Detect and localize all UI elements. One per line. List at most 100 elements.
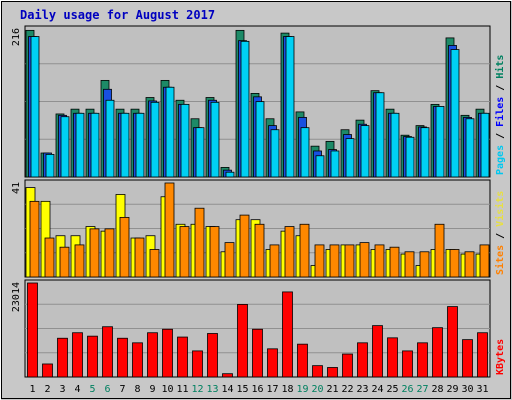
bar-pages (270, 129, 280, 178)
x-tick-label: 25 (386, 384, 398, 395)
legend-entry: Sites (494, 245, 506, 275)
x-tick-label: 27 (416, 384, 428, 395)
bar-sites (209, 226, 220, 278)
x-tick-label: 21 (326, 384, 338, 395)
bar-pages (360, 125, 370, 178)
bar-pages (135, 112, 145, 178)
bar-kbytes (312, 365, 323, 378)
bar-sites (44, 237, 55, 278)
bar-pages (120, 112, 130, 178)
x-tick-label: 22 (341, 384, 353, 395)
bar-pages (105, 99, 115, 178)
bar-sites (269, 244, 280, 278)
bar-sites (254, 223, 265, 278)
x-tick-label: 13 (206, 384, 218, 395)
bar-kbytes (447, 306, 458, 378)
bar-sites (464, 251, 475, 278)
x-tick-label: 8 (134, 384, 140, 395)
bar-kbytes (387, 337, 398, 378)
bar-sites (89, 228, 100, 278)
bar-pages (195, 127, 205, 178)
bar-sites (419, 251, 430, 278)
bar-sites (389, 246, 400, 278)
bar-pages (330, 150, 340, 178)
x-tick-label: 30 (461, 384, 473, 395)
x-tick-label: 20 (311, 384, 323, 395)
bar-pages (60, 116, 70, 178)
bar-pages (390, 112, 400, 178)
y-axis-max-label: 216 (11, 28, 22, 46)
bar-kbytes (372, 325, 383, 378)
bar-kbytes (162, 328, 173, 378)
x-tick-label: 31 (476, 384, 488, 395)
chart-title: Daily usage for August 2017 (20, 8, 215, 22)
bar-pages (210, 101, 220, 178)
bar-pages (300, 127, 310, 178)
x-tick-label: 6 (104, 384, 110, 395)
bar-kbytes (417, 342, 428, 378)
bar-sites (299, 223, 310, 278)
bar-kbytes (327, 367, 338, 378)
bar-pages (255, 101, 265, 178)
bar-sites (119, 216, 130, 278)
bar-sites (344, 244, 355, 278)
bar-pages (180, 103, 190, 178)
bar-sites (359, 242, 370, 278)
x-tick-label: 23 (356, 384, 368, 395)
legend-entry: Files (494, 97, 506, 127)
legend-kbytes: KBytes (495, 339, 506, 375)
bar-kbytes (402, 350, 413, 378)
bar-sites (149, 249, 160, 278)
bar-pages (345, 138, 355, 178)
bar-sites (59, 246, 70, 278)
bar-pages (240, 40, 250, 178)
bar-kbytes (57, 337, 68, 378)
x-tick-label: 28 (431, 384, 443, 395)
bar-kbytes (222, 373, 233, 378)
bar-kbytes (357, 342, 368, 378)
y-axis-max-label: 41 (11, 182, 22, 194)
bar-pages (30, 36, 40, 178)
x-tick-label: 12 (191, 384, 203, 395)
legend-entry: Hits (494, 55, 506, 79)
bar-pages (285, 36, 295, 178)
bar-sites (329, 244, 340, 278)
bar-pages (480, 112, 490, 178)
x-tick-label: 10 (161, 384, 173, 395)
bar-pages (45, 153, 55, 178)
x-tick-label: 14 (221, 384, 233, 395)
bar-kbytes (87, 335, 98, 378)
bar-pages (90, 112, 100, 178)
bar-kbytes (42, 363, 53, 378)
bar-pages (375, 92, 385, 178)
bar-sites (194, 207, 205, 278)
x-tick-label: 16 (251, 384, 263, 395)
bar-kbytes (102, 326, 113, 378)
x-tick-label: 7 (119, 384, 125, 395)
bar-pages (435, 106, 445, 178)
x-tick-label: 4 (74, 384, 80, 395)
bar-kbytes (177, 336, 188, 378)
legend-entry: / (495, 227, 506, 245)
bar-sites (164, 182, 175, 278)
bar-pages (165, 86, 175, 178)
bar-sites (134, 237, 145, 278)
legend-visits-sites: Sites / Visits (494, 191, 506, 275)
bar-kbytes (477, 332, 488, 378)
legend-entry: Visits (494, 191, 506, 227)
x-tick-label: 17 (266, 384, 278, 395)
bar-sites (284, 226, 295, 278)
x-tick-label: 18 (281, 384, 293, 395)
x-tick-label: 24 (371, 384, 383, 395)
bar-kbytes (192, 350, 203, 378)
x-tick-label: 29 (446, 384, 458, 395)
legend-hits-files-pages: Pages / Files / Hits (494, 55, 506, 175)
bar-pages (450, 49, 460, 178)
bar-sites (179, 226, 190, 278)
bar-sites (29, 200, 40, 278)
legend-entry: Pages (495, 145, 506, 175)
bar-kbytes (27, 282, 38, 378)
bar-sites (434, 223, 445, 278)
